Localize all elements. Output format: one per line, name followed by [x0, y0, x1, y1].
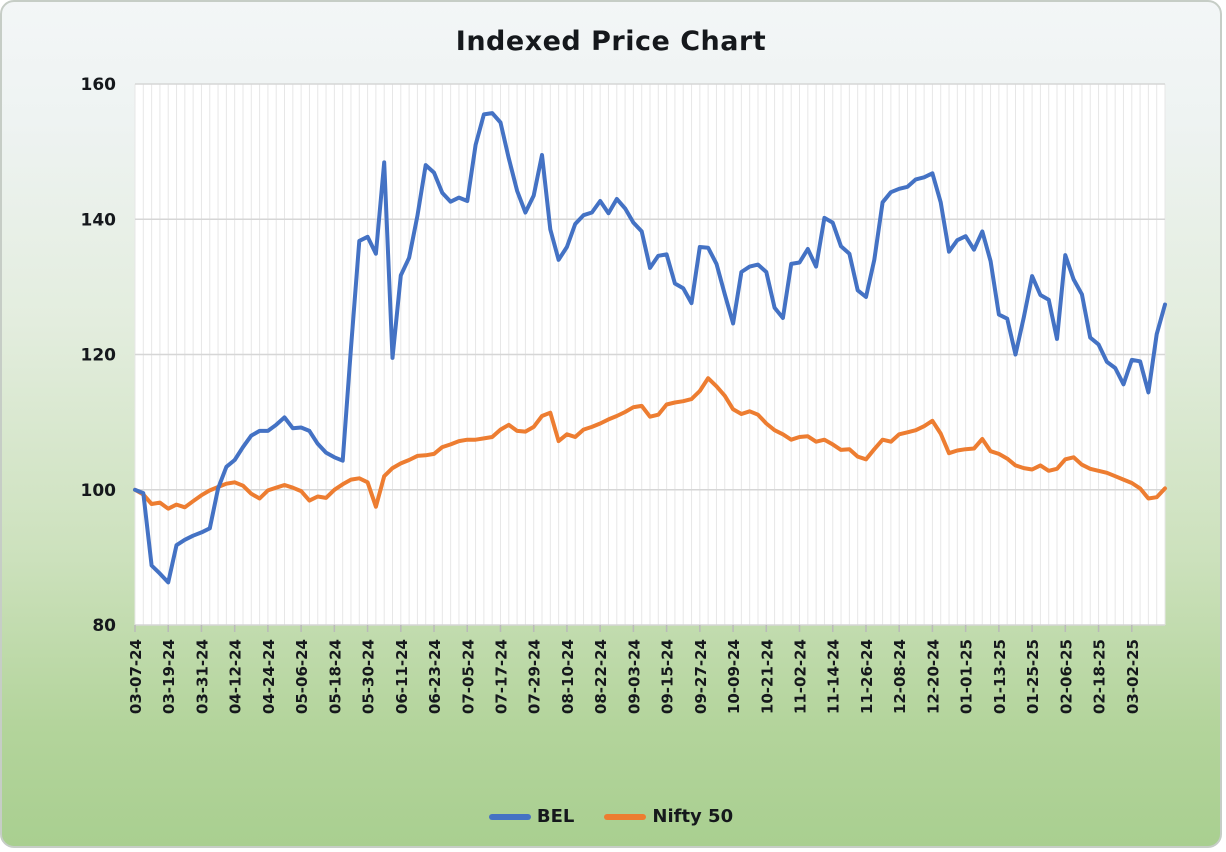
- legend-swatch: [488, 813, 531, 820]
- x-tick-label: 05-30-24: [360, 639, 378, 714]
- x-tick-label: 12-20-24: [924, 639, 942, 714]
- x-tick-label: 01-13-25: [991, 639, 1009, 714]
- legend-swatch: [604, 813, 647, 820]
- x-tick-label: 09-15-24: [659, 639, 677, 714]
- chart-title: Indexed Price Chart: [455, 26, 767, 57]
- x-tick-label: 03-02-25: [1124, 639, 1142, 714]
- bel-series-line: [133, 111, 1167, 585]
- x-tick-label: 11-26-24: [858, 639, 876, 714]
- y-tick-label: 160: [81, 75, 117, 95]
- x-tick-label: 11-02-24: [792, 639, 810, 714]
- x-tick-label: 05-06-24: [293, 639, 311, 714]
- x-tick-label: 05-18-24: [326, 639, 344, 714]
- x-tick-label: 02-18-25: [1091, 639, 1109, 714]
- x-tick-label: 10-21-24: [758, 639, 776, 714]
- y-tick-label: 100: [81, 481, 117, 501]
- x-tick-label: 03-31-24: [193, 639, 211, 714]
- y-tick-label: 140: [81, 210, 117, 230]
- legend-item-bel[interactable]: BEL: [488, 806, 575, 827]
- x-tick-label: 07-17-24: [492, 639, 510, 714]
- x-tick-label: 03-07-24: [127, 639, 145, 714]
- legend-item-nifty-50[interactable]: Nifty 50: [604, 806, 733, 827]
- legend-label: BEL: [536, 806, 575, 827]
- x-tick-label: 11-14-24: [825, 639, 843, 714]
- x-tick-label: 01-25-25: [1024, 639, 1042, 714]
- x-tick-label: 09-03-24: [625, 639, 643, 714]
- x-tick-label: 08-22-24: [592, 639, 610, 714]
- x-tick-label: 02-06-25: [1057, 639, 1075, 714]
- x-tick-label: 12-08-24: [891, 639, 909, 714]
- x-tick-label: 09-27-24: [692, 639, 710, 714]
- x-tick-label: 07-29-24: [526, 639, 544, 714]
- x-tick-label: 10-09-24: [725, 639, 743, 714]
- legend-label: Nifty 50: [652, 806, 734, 827]
- x-tick-label: 03-19-24: [160, 639, 178, 714]
- x-tick-label: 07-05-24: [459, 639, 477, 714]
- x-tick-label: 01-01-25: [958, 639, 976, 714]
- y-tick-label: 80: [92, 616, 116, 636]
- x-tick-label: 04-24-24: [260, 639, 278, 714]
- x-tick-label: 08-10-24: [559, 639, 577, 714]
- y-tick-label: 120: [81, 346, 117, 366]
- chart-legend: BEL Nifty 50: [2, 806, 1220, 827]
- x-tick-label: 04-12-24: [227, 639, 245, 714]
- nifty-50-series-line: [133, 376, 1167, 511]
- x-tick-label: 06-23-24: [426, 639, 444, 714]
- x-tick-label: 06-11-24: [393, 639, 411, 714]
